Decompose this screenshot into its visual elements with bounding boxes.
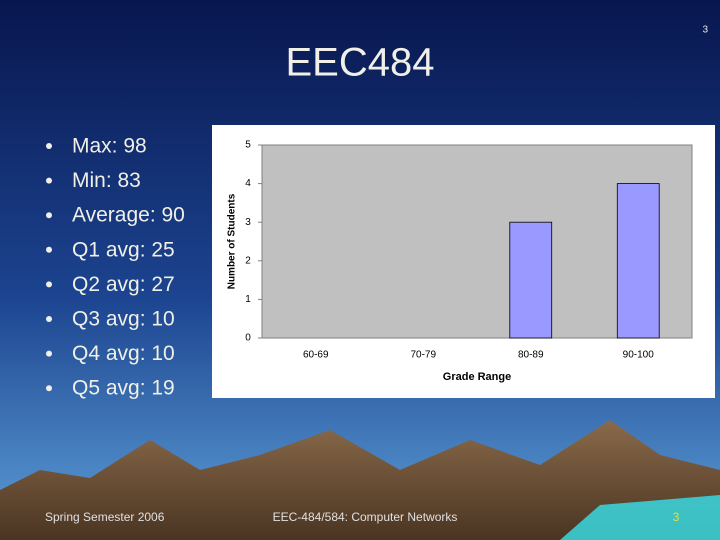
bullet-text: Q3 avg: 10 xyxy=(72,308,175,331)
bar xyxy=(509,221,553,339)
y-tick-label: 1 xyxy=(245,294,251,305)
bullet-dot xyxy=(46,350,52,357)
bullet-dot xyxy=(46,212,52,219)
bullet-text: Min: 83 xyxy=(72,169,141,192)
slide-number: 3 xyxy=(702,25,708,36)
y-tick-label: 3 xyxy=(245,217,251,228)
mountains xyxy=(0,420,720,540)
y-tick-label: 5 xyxy=(245,140,251,151)
footer-center: EEC-484/584: Computer Networks xyxy=(273,510,458,524)
water xyxy=(560,495,720,540)
bullet-dot xyxy=(46,246,52,253)
y-tick-label: 2 xyxy=(245,255,251,266)
footer-right: 3 xyxy=(673,510,680,524)
bullet-text: Q5 avg: 19 xyxy=(72,377,175,400)
bullet-text: Max: 98 xyxy=(72,135,147,158)
x-tick-label: 90-100 xyxy=(623,350,655,361)
bullet-text: Q4 avg: 10 xyxy=(72,342,175,365)
y-axis-label: Number of Students xyxy=(227,193,238,289)
bullet-dot xyxy=(46,316,52,322)
bullet-dot xyxy=(46,385,52,392)
y-tick-label: 4 xyxy=(245,178,251,189)
x-axis-label: Grade Range xyxy=(443,371,511,383)
bullet-text: Average: 90 xyxy=(72,204,185,227)
bullet-text: Q2 avg: 27 xyxy=(72,273,175,296)
x-tick-label: 70-79 xyxy=(410,350,436,361)
x-tick-label: 80-89 xyxy=(518,350,544,361)
bullet-dot xyxy=(46,281,52,288)
bar xyxy=(616,183,660,339)
footer-left: Spring Semester 2006 xyxy=(45,510,165,524)
slide-title: EEC484 xyxy=(286,41,435,85)
bullet-dot xyxy=(46,177,52,184)
x-tick-label: 60-69 xyxy=(303,350,329,361)
bullet-text: Q1 avg: 25 xyxy=(72,238,175,261)
y-tick-label: 0 xyxy=(245,333,251,344)
bullet-dot xyxy=(46,143,52,149)
